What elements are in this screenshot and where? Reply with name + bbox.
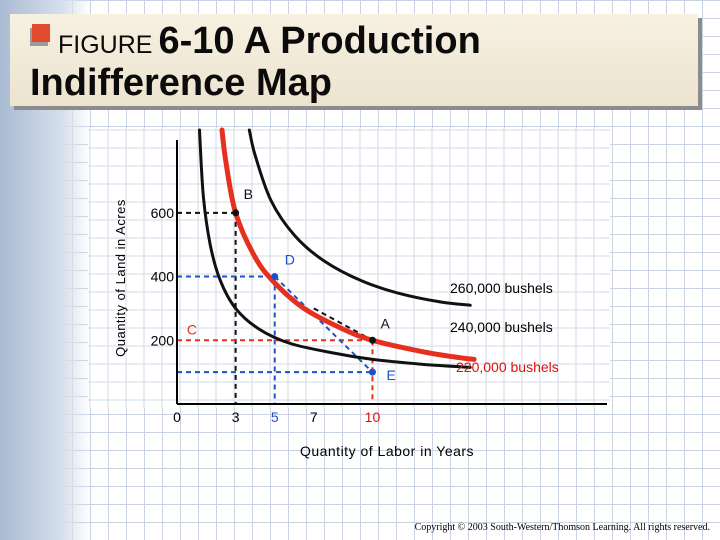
x-tick-label: 10 <box>365 409 381 425</box>
point-a <box>368 336 376 344</box>
x-tick-label: 3 <box>232 409 240 425</box>
page-title-line2: Indifference Map <box>30 62 332 104</box>
series-labels: 220,000 bushels 240,000 bushels 260,000 bu… <box>450 280 559 375</box>
point-e <box>368 368 376 376</box>
title-prefix: FIGURE <box>58 31 153 59</box>
y-tick-label: 200 <box>151 332 175 348</box>
title-bullet <box>32 24 50 42</box>
point-label-a: A <box>380 315 390 331</box>
isoquant-260000-curve <box>247 128 472 307</box>
title-main: 6-10 A Production <box>158 20 481 62</box>
reference-line <box>274 275 374 373</box>
point-d <box>271 273 279 281</box>
page-title: FIGURE 6-10 A Production <box>58 20 481 63</box>
title-banner <box>10 14 698 106</box>
y-tick-label: 600 <box>151 205 175 221</box>
point-label-b: B <box>244 186 253 202</box>
axes <box>176 140 607 405</box>
copyright-notice: Copyright © 2003 South-Western/Thomson L… <box>414 522 710 533</box>
x-axis-label: Quantity of Labor in Years <box>300 443 474 459</box>
y-tick-label: 400 <box>151 269 175 285</box>
point-label-c: C <box>187 321 197 337</box>
isoquant-220000-curve <box>198 128 472 369</box>
tick-labels: 0 3 5 7 10 200 400 600 <box>151 205 381 425</box>
isoquant-240000-curve <box>219 127 477 362</box>
labeled-points: B D C A E <box>187 186 396 383</box>
isoquant-curves <box>198 127 477 369</box>
isoquant-260000-label: 260,000 bushels <box>450 280 553 296</box>
plot-area-fill <box>88 128 610 408</box>
isoquant-240000-label: 240,000 bushels <box>450 319 553 335</box>
x-tick-label: 0 <box>173 409 181 425</box>
x-tick-label: 7 <box>310 409 318 425</box>
plot-grid <box>88 128 610 408</box>
x-tick-label: 5 <box>271 409 279 425</box>
point-label-e: E <box>386 367 395 383</box>
y-axis-label: Quantity of Land in Acres <box>113 199 128 357</box>
plot-background <box>88 128 610 408</box>
point-label-d: D <box>285 252 295 268</box>
isoquant-220000-label: 220,000 bushels <box>456 359 559 375</box>
point-b <box>232 209 240 217</box>
